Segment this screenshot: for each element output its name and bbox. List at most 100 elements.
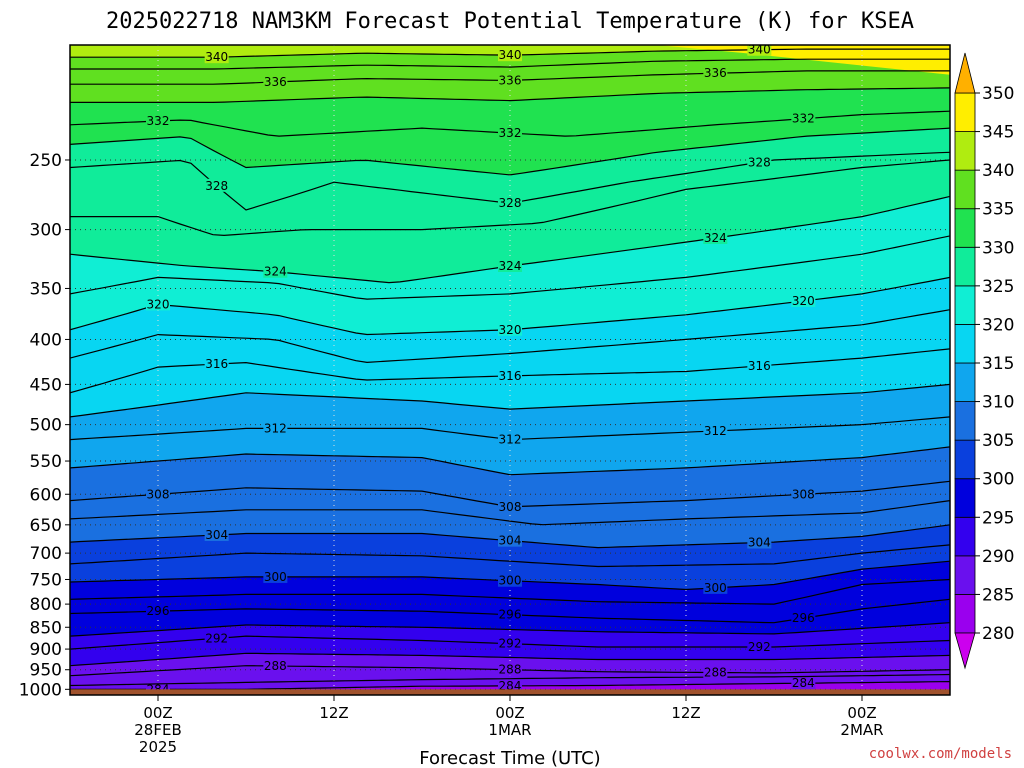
contour-label-bg xyxy=(791,111,816,125)
x-axis-label: Forecast Time (UTC) xyxy=(419,748,600,768)
contour-label: 316 xyxy=(748,359,771,373)
contour-label-bg xyxy=(263,421,288,435)
colorbar-label: 330 xyxy=(982,238,1014,258)
x-tick-label: 2MAR xyxy=(840,721,883,739)
contour-label-bg xyxy=(747,639,772,653)
contour-line xyxy=(70,652,950,667)
contour-label: 300 xyxy=(704,581,727,595)
contour-label: 312 xyxy=(704,424,727,438)
colorbar-label: 350 xyxy=(982,84,1014,104)
contour-label-bg xyxy=(703,423,728,437)
colorbar-label: 320 xyxy=(982,315,1014,335)
colorbar-top-arrow xyxy=(954,52,976,94)
x-tick-label: 1MAR xyxy=(488,721,531,739)
contour-label: 316 xyxy=(205,357,228,371)
contour-label-bg xyxy=(146,297,170,311)
colorbar-label: 315 xyxy=(982,354,1014,374)
contour-label-bg xyxy=(263,569,288,583)
chart-title: 2025022718 NAM3KM Forecast Potential Tem… xyxy=(106,9,914,34)
contour-line xyxy=(70,673,950,687)
contour-label: 316 xyxy=(499,369,522,383)
contour-label-bg xyxy=(703,580,728,594)
colorbar-label: 340 xyxy=(982,161,1014,181)
contour-label-bg xyxy=(498,678,522,692)
colorbar-segment xyxy=(954,516,976,557)
contour-line xyxy=(70,578,950,605)
colorbar-segment xyxy=(954,594,976,634)
contour-label: 328 xyxy=(748,155,771,169)
contour-label: 340 xyxy=(499,48,522,62)
y-tick-label: 900 xyxy=(30,640,62,660)
contour-label: 292 xyxy=(499,637,522,651)
y-tick-label: 650 xyxy=(30,516,62,536)
contour-label-bg xyxy=(498,73,522,87)
y-tick-label: 750 xyxy=(30,570,62,590)
contour-label-bg xyxy=(146,487,170,501)
contour-label-bg xyxy=(791,293,816,307)
contour-label: 288 xyxy=(499,663,522,677)
x-tick-label: 2025 xyxy=(139,738,177,756)
x-tick-label: 00Z xyxy=(847,704,876,722)
colorbar-segment xyxy=(954,478,976,518)
contour-label-bg xyxy=(146,114,170,128)
contour-label: 328 xyxy=(205,179,228,193)
contour-label-bg xyxy=(791,676,816,690)
contour-line xyxy=(70,159,950,237)
contour-label: 300 xyxy=(499,574,522,588)
contour-line xyxy=(70,544,950,568)
contour-label: 308 xyxy=(499,500,522,514)
x-tick-label: 00Z xyxy=(495,704,524,722)
ground-surface xyxy=(70,689,950,695)
y-tick-label: 1000 xyxy=(19,680,62,700)
contour-label-bg xyxy=(703,66,728,80)
contour-label: 284 xyxy=(792,676,815,690)
site-credit[interactable]: coolwx.com/models xyxy=(869,746,1012,762)
contour-label-bg xyxy=(263,264,288,278)
contour-label: 340 xyxy=(748,43,771,57)
colorbar-label: 290 xyxy=(982,547,1014,567)
contour-label-bg xyxy=(747,155,772,169)
contour-label-bg xyxy=(498,368,522,382)
contour-label: 304 xyxy=(205,528,228,542)
contour-label: 296 xyxy=(792,611,815,625)
colorbar-segment xyxy=(954,208,976,248)
contour-label-bg xyxy=(791,611,816,625)
colorbar-label: 285 xyxy=(982,585,1014,605)
y-tick-label: 350 xyxy=(30,279,62,299)
contour-label-bg xyxy=(204,527,229,541)
contour-label: 296 xyxy=(147,604,170,618)
contour-label-bg xyxy=(263,74,288,88)
y-tick-label: 800 xyxy=(30,595,62,615)
y-tick-label: 550 xyxy=(30,452,62,472)
colorbar-segment xyxy=(954,246,976,287)
contour-label: 312 xyxy=(499,433,522,447)
colorbar-segment xyxy=(954,555,976,595)
contour-label-bg xyxy=(498,607,522,621)
colorbar-label: 295 xyxy=(982,508,1014,528)
colorbar-bottom-arrow xyxy=(954,632,976,670)
contour-label-bg xyxy=(498,499,522,513)
contour-label: 288 xyxy=(704,666,727,680)
x-tick-label: 12Z xyxy=(671,704,700,722)
y-tick-label: 850 xyxy=(30,618,62,638)
contour-label: 332 xyxy=(792,112,815,126)
y-tick-label: 400 xyxy=(30,330,62,350)
contour-label: 324 xyxy=(704,231,727,245)
contour-label-bg xyxy=(498,258,522,272)
theta-contours: 2842842842882882882922922922962962963003… xyxy=(70,43,950,695)
band-fill xyxy=(656,45,950,75)
contour-line xyxy=(70,235,950,300)
contour-label: 336 xyxy=(264,75,287,89)
contour-label-bg xyxy=(263,659,288,673)
contour-label-bg xyxy=(498,322,522,336)
contour-label: 296 xyxy=(499,608,522,622)
colorbar-label: 335 xyxy=(982,200,1014,220)
colorbar-segment xyxy=(954,439,976,480)
contour-label: 332 xyxy=(147,114,170,128)
contour-label: 292 xyxy=(205,631,228,645)
contour-line xyxy=(70,622,950,637)
contour-label: 300 xyxy=(264,570,287,584)
y-tick-label: 950 xyxy=(30,661,62,681)
contour-label-bg xyxy=(747,535,772,549)
contour-label-bg xyxy=(747,358,772,372)
